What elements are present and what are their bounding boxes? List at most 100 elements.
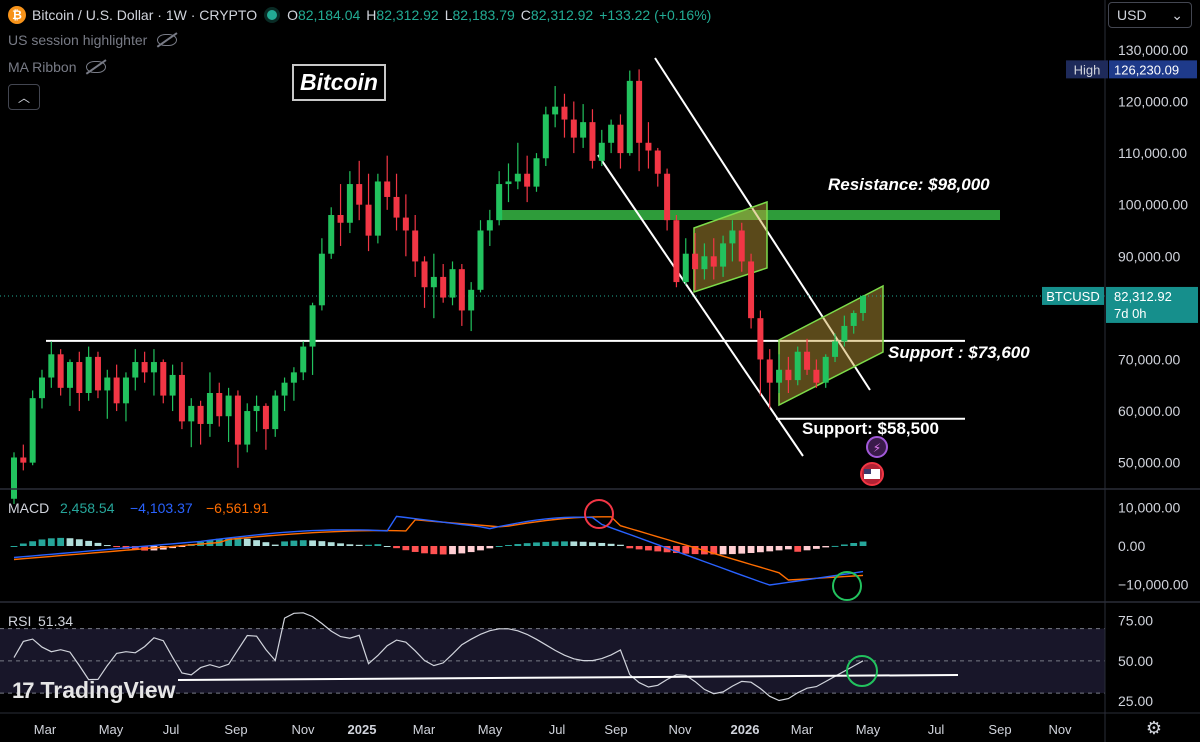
candle-body <box>262 405 269 430</box>
candle-body <box>188 405 195 422</box>
candle-body <box>832 341 839 357</box>
macd-histogram-bar <box>757 546 764 553</box>
time-tick-label: Mar <box>413 722 436 737</box>
rsi-pane[interactable]: RSI 51.34 <box>0 612 1105 702</box>
macd-histogram-bar <box>663 546 671 553</box>
eye-off-icon[interactable] <box>157 34 178 46</box>
macd-histogram-bar <box>85 540 93 546</box>
candle-body <box>766 359 773 383</box>
macd-histogram-bar <box>383 546 391 547</box>
macd-histogram-bar <box>645 546 652 551</box>
macd-histogram-bar <box>682 546 690 554</box>
indicator-label: US session highlighter <box>8 32 148 48</box>
candle-body <box>580 122 587 138</box>
macd-histogram-bar <box>411 546 419 552</box>
candle-body <box>561 106 568 120</box>
eye-off-icon[interactable] <box>86 61 107 73</box>
high-marker-value-box <box>1109 60 1197 79</box>
macd-histogram-bar <box>262 542 270 546</box>
time-tick-label: Mar <box>34 722 57 737</box>
symbol-header: ₿ Bitcoin / U.S. Dollar · 1W · CRYPTO O8… <box>8 6 711 24</box>
support-label-58500: Support: $58,500 <box>802 419 939 438</box>
macd-histogram-bar <box>178 546 186 547</box>
time-tick-label: Sep <box>224 722 247 737</box>
macd-histogram-bar <box>346 544 354 546</box>
lightning-glyph: ⚡ <box>873 441 881 455</box>
macd-histogram-bar <box>617 544 624 546</box>
change-value: +133.22 (+0.16%) <box>599 7 712 23</box>
macd-histogram-bar <box>271 544 279 546</box>
macd-histogram-bar <box>355 544 363 546</box>
macd-histogram-bar <box>327 542 335 546</box>
macd-histogram-bar <box>551 541 559 546</box>
macd-histogram-bar <box>729 546 736 555</box>
ohlc-values: O82,184.04 H82,312.92 L82,183.79 C82,312… <box>287 7 711 23</box>
tradingview-logo[interactable]: 17 TradingView <box>12 677 176 704</box>
macd-histogram-bar <box>10 546 18 547</box>
candle-body <box>281 382 288 396</box>
macd-histogram-bar <box>75 539 83 546</box>
time-tick-label: May <box>856 722 881 737</box>
support-label-73600: Support : $73,600 <box>888 343 1030 362</box>
time-tick-label: Nov <box>291 722 315 737</box>
high-marker-tag <box>1066 60 1108 79</box>
rsi-tick-label: 75.00 <box>1118 613 1153 629</box>
macd-histogram-bar <box>57 537 65 546</box>
candle-body <box>216 392 223 417</box>
close-value: 82,312.92 <box>530 7 594 23</box>
btcusd-tag <box>1042 286 1104 305</box>
rsi-title: RSI <box>8 613 31 629</box>
candle-body <box>318 253 325 306</box>
macd-tick-label: 10,000.00 <box>1118 500 1180 516</box>
candle-body <box>104 377 111 391</box>
currency-select[interactable]: USD ⌄ <box>1108 2 1192 28</box>
macd-pane[interactable]: MACD 2,458.54 −4,103.37 −6,561.91 <box>8 499 867 601</box>
macd-histogram-bar <box>439 546 447 555</box>
macd-histogram-bar <box>505 544 512 546</box>
macd-histogram-bar <box>309 540 316 546</box>
candle-body <box>617 124 624 154</box>
candle-body <box>785 369 792 381</box>
candle-body <box>178 374 185 422</box>
macd-histogram-bar <box>635 546 643 550</box>
macd-histogram-bar <box>523 543 531 546</box>
btcusd-label: BTCUSD <box>1046 289 1099 304</box>
candle-body <box>533 158 540 187</box>
macd-tick-label: 0.00 <box>1118 538 1145 554</box>
candle-body <box>76 362 83 393</box>
rsi-trendline <box>177 674 959 681</box>
macd-histogram-bar <box>579 541 587 546</box>
candle-body <box>38 377 45 399</box>
macd-histogram-bar <box>486 546 494 549</box>
low-label: L <box>444 7 453 23</box>
candle-body <box>598 142 605 161</box>
candle-body <box>692 253 699 270</box>
collapse-indicators-button[interactable]: ︿ <box>8 84 40 110</box>
candle-body <box>122 377 129 404</box>
macd-histogram-bar <box>654 546 662 552</box>
symbol-title[interactable]: Bitcoin / U.S. Dollar · 1W · CRYPTO <box>32 7 258 23</box>
price-tick-label: 120,000.00 <box>1118 94 1188 110</box>
macd-histogram-bar <box>113 546 121 548</box>
macd-histogram-value: 2,458.54 <box>60 500 115 516</box>
price-tick-label: 110,000.00 <box>1118 145 1187 161</box>
candle-body <box>458 269 465 311</box>
macd-histogram-bar <box>243 538 251 546</box>
macd-histogram-bar <box>467 546 475 553</box>
time-tick-label: Nov <box>1048 722 1072 737</box>
candle-body <box>850 313 857 326</box>
time-tick-label: May <box>99 722 124 737</box>
candle-body <box>29 398 36 463</box>
macd-histogram-bar <box>542 541 550 546</box>
gear-icon[interactable]: ⚙ <box>1145 718 1163 738</box>
price-pane[interactable]: Resistance: $98,000 Support : $73,600 Supp… <box>0 57 1105 504</box>
indicator-ma-ribbon[interactable]: MA Ribbon <box>8 59 107 75</box>
candle-body <box>645 142 652 151</box>
candle-body <box>729 230 736 244</box>
indicator-us-session[interactable]: US session highlighter <box>8 32 178 48</box>
candle-body <box>384 181 391 197</box>
macd-signal-value: −6,561.91 <box>206 500 269 516</box>
macd-histogram-bar <box>477 546 484 551</box>
open-label: O <box>287 7 298 23</box>
